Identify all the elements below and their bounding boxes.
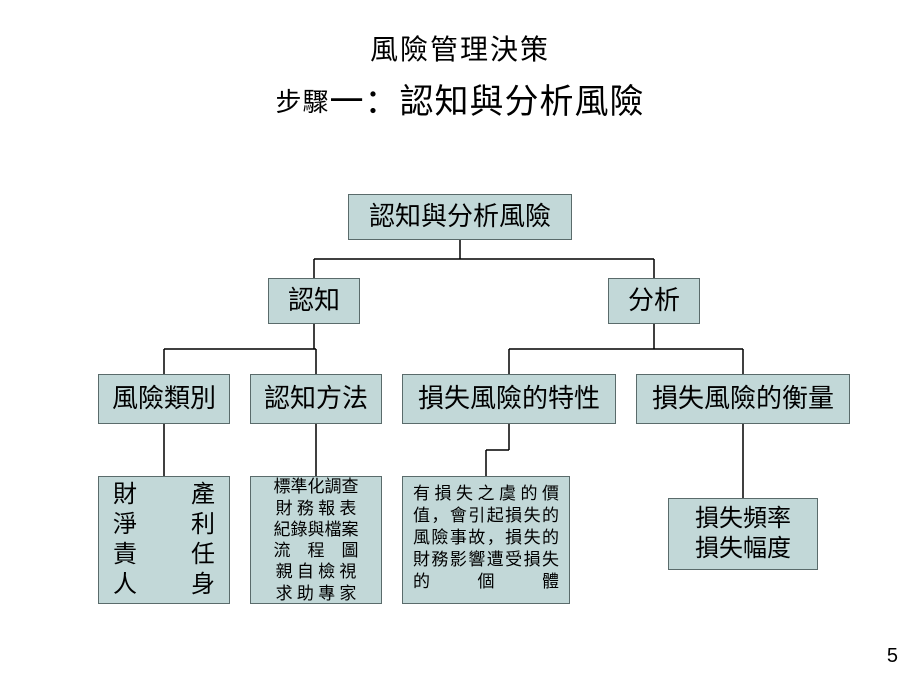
node-root: 認知與分析風險 <box>348 194 572 240</box>
node-l2a: 風險類別 <box>98 374 230 424</box>
node-leafA: 財淨責人產利任身 <box>98 476 230 604</box>
node-leafB: 標準化調查財 務 報 表紀錄與檔案流 程 圖親 自 檢 視求 助 專 家 <box>250 476 382 604</box>
title-line1: 風險管理決策 <box>0 28 920 68</box>
node-l1a: 認知 <box>268 278 360 324</box>
node-l2b: 認知方法 <box>250 374 382 424</box>
node-leafC: 有損失之虞的價值，會引起損失的風險事故，損失的財務影響遭受損失 的 個 體 <box>402 476 570 604</box>
page-number: 5 <box>887 645 898 668</box>
title-block: 風險管理決策 步驟一：認知與分析風險 <box>0 28 920 123</box>
node-l2d: 損失風險的衡量 <box>636 374 850 424</box>
node-l2c: 損失風險的特性 <box>402 374 616 424</box>
title-prefix: 步驟 <box>275 88 329 117</box>
title-line2: 步驟一：認知與分析風險 <box>0 74 920 123</box>
node-leafD: 損失頻率損失幅度 <box>668 498 818 570</box>
node-l1b: 分析 <box>608 278 700 324</box>
title-main: 一：認知與分析風險 <box>330 84 645 121</box>
